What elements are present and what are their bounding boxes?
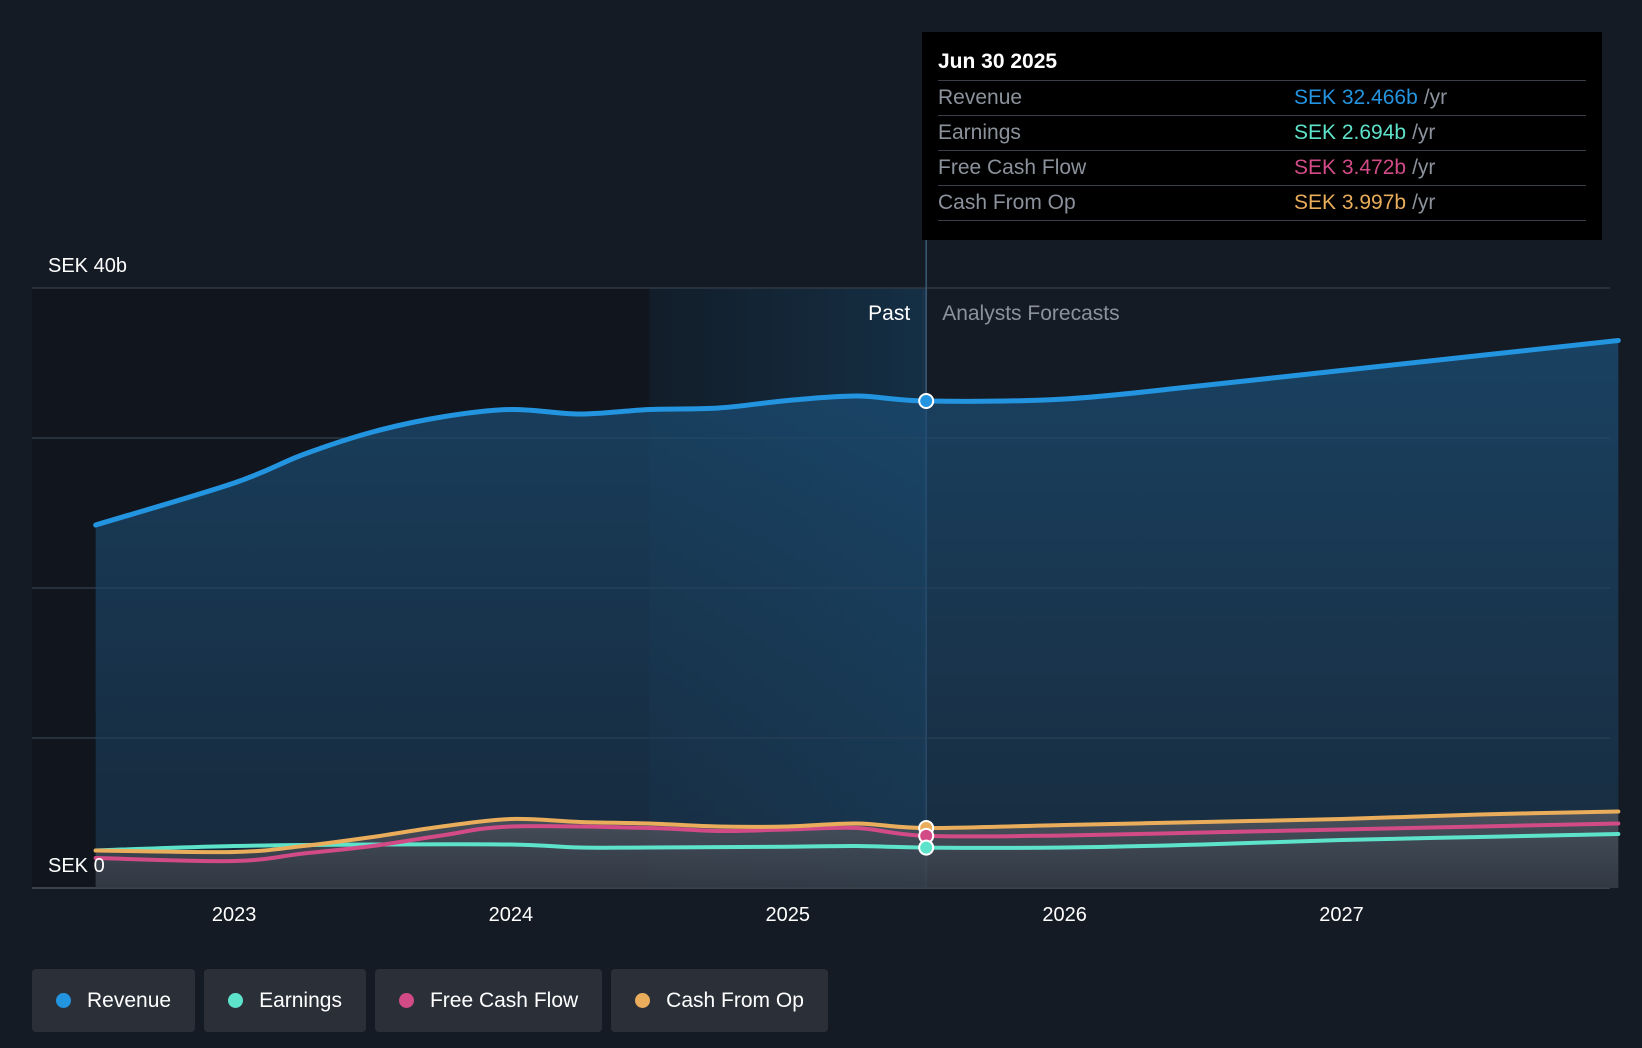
legend: Revenue Earnings Free Cash Flow Cash Fro… bbox=[32, 969, 828, 1032]
revenue-dot-icon bbox=[56, 993, 71, 1008]
legend-label: Revenue bbox=[87, 988, 172, 1012]
legend-item-free-cash-flow[interactable]: Free Cash Flow bbox=[374, 969, 603, 1032]
x-tick-label: 2023 bbox=[212, 904, 257, 926]
tooltip-label: Earnings bbox=[938, 121, 1021, 144]
x-tick-label: 2025 bbox=[766, 904, 811, 926]
revenue-marker bbox=[918, 393, 935, 410]
tooltip-unit: /yr bbox=[1412, 156, 1436, 179]
cash-from-op-dot-icon bbox=[635, 993, 651, 1008]
free-cash-flow-dot-icon bbox=[398, 993, 414, 1008]
tooltip-unit: /yr bbox=[1423, 86, 1448, 109]
earnings-marker bbox=[918, 839, 935, 856]
legend-label: Free Cash Flow bbox=[429, 988, 579, 1012]
tooltip-date: Jun 30 2025 bbox=[938, 46, 1586, 81]
tooltip-value: SEK 32.466b bbox=[1294, 86, 1418, 109]
forecast-label: Analysts Forecasts bbox=[942, 302, 1119, 325]
tooltip-label: Revenue bbox=[938, 86, 1023, 109]
tooltip-row-revenue: Revenue SEK 32.466b /yr bbox=[938, 81, 1586, 116]
tooltip-unit: /yr bbox=[1412, 191, 1436, 214]
tooltip-row-fcf: Free Cash Flow SEK 3.472b /yr bbox=[938, 151, 1586, 186]
legend-item-cash-from-op[interactable]: Cash From Op bbox=[611, 969, 828, 1032]
y-axis-top-label: SEK 40b bbox=[48, 255, 127, 277]
tooltip-label: Free Cash Flow bbox=[938, 156, 1087, 179]
legend-item-earnings[interactable]: Earnings bbox=[204, 969, 366, 1032]
earnings-dot-icon bbox=[228, 993, 244, 1008]
revenue-area bbox=[95, 340, 1619, 888]
legend-label: Earnings bbox=[259, 988, 342, 1012]
past-label: Past bbox=[868, 302, 910, 325]
tooltip-value: SEK 3.997b bbox=[1294, 191, 1407, 214]
tooltip-value: SEK 3.472b bbox=[1294, 156, 1407, 179]
legend-label: Cash From Op bbox=[666, 988, 804, 1012]
cfo-line bbox=[93, 809, 1621, 855]
tooltip: Jun 30 2025 Revenue SEK 32.466b /yr Earn… bbox=[922, 32, 1602, 240]
tooltip-row-earnings: Earnings SEK 2.694b /yr bbox=[938, 116, 1586, 151]
y-axis-bottom-label: SEK 0 bbox=[48, 855, 105, 877]
fcf-line bbox=[93, 821, 1621, 864]
tooltip-label: Cash From Op bbox=[938, 191, 1076, 214]
revenue-line bbox=[93, 338, 1621, 528]
tooltip-value: SEK 2.694b bbox=[1294, 121, 1407, 144]
x-tick-label: 2026 bbox=[1042, 904, 1087, 926]
x-tick-label: 2024 bbox=[489, 904, 534, 926]
tooltip-row-cfo: Cash From Op SEK 3.997b /yr bbox=[938, 186, 1586, 221]
tooltip-unit: /yr bbox=[1412, 121, 1436, 144]
legend-item-revenue[interactable]: Revenue bbox=[32, 969, 196, 1032]
x-tick-label: 2027 bbox=[1319, 904, 1364, 926]
